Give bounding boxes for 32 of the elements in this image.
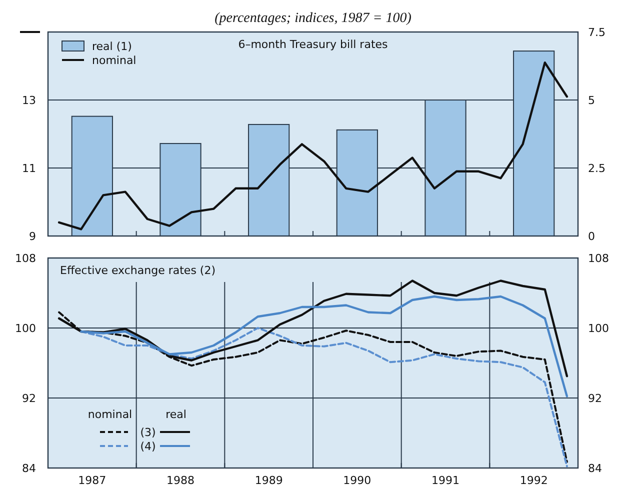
x-tick-label: 1990 — [343, 474, 372, 487]
y2-tick-label: 5 — [588, 94, 595, 107]
line-series — [80, 327, 568, 468]
x-tick-label: 1989 — [254, 474, 283, 487]
y2-tick-label: 84 — [588, 462, 602, 475]
y-tick-label: 92 — [22, 392, 36, 405]
y2-tick-label: 92 — [588, 392, 602, 405]
x-tick-label: 1987 — [78, 474, 106, 487]
chart-subtitle: (percentages; indices, 1987 = 100) — [214, 11, 412, 26]
legend-label: real (1) — [92, 40, 132, 53]
text: Effective exchange rates (2) — [60, 264, 216, 277]
legend-label: nominal — [92, 54, 136, 67]
y-tick-label: 13 — [22, 94, 36, 107]
y-tick-label: 84 — [22, 462, 36, 475]
text: 6–month Treasury bill rates — [238, 38, 388, 51]
annotation: real — [166, 408, 186, 421]
y-tick-label: 100 — [15, 322, 36, 335]
legend-label: (3) — [140, 426, 156, 439]
y2-tick-label: 0 — [588, 230, 595, 243]
y2-tick-label: 2.5 — [588, 162, 606, 175]
x-tick-label: 1992 — [520, 474, 548, 487]
y-tick-label: 9 — [29, 230, 36, 243]
y2-tick-label: 100 — [588, 322, 609, 335]
y-tick-label: 108 — [15, 252, 36, 265]
y-tick-label: 11 — [22, 162, 36, 175]
y2-tick-label: 7.5 — [588, 26, 606, 39]
line-series — [80, 295, 568, 398]
annotation: nominal — [88, 408, 132, 421]
x-tick-label: 1991 — [432, 474, 460, 487]
y2-tick-label: 108 — [588, 252, 609, 265]
legend-label: (4) — [140, 440, 156, 453]
x-tick-label: 1988 — [166, 474, 194, 487]
